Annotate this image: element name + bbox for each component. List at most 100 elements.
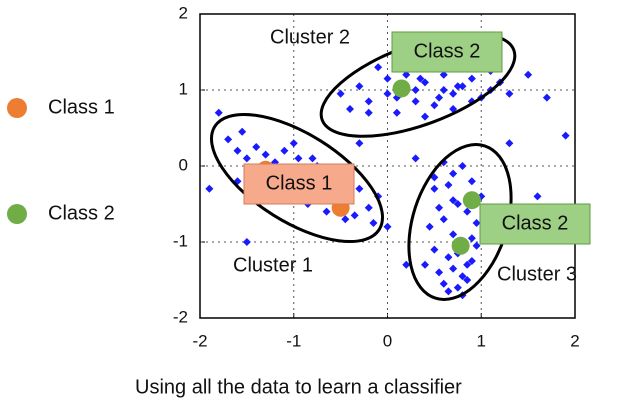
data-point: [341, 215, 350, 224]
data-point: [392, 108, 401, 117]
caption: Using all the data to learn a classifier: [135, 376, 462, 398]
data-point: [533, 192, 542, 201]
data-point: [346, 105, 354, 113]
data-point: [449, 169, 458, 178]
data-point: [421, 112, 429, 121]
data-point: [444, 181, 453, 189]
x-tick-label: -1: [286, 331, 301, 350]
data-point: [374, 63, 383, 72]
data-point: [322, 207, 331, 216]
data-point: [435, 203, 444, 212]
data-point: [421, 78, 429, 87]
data-point: [289, 139, 298, 148]
data-point: [472, 219, 481, 227]
axes: -2 -1 0 1 2 -2 -1 0 1 2: [173, 3, 580, 350]
data-point: [449, 196, 458, 205]
data-point: [467, 257, 476, 265]
data-point: [242, 238, 251, 246]
data-point: [444, 287, 453, 296]
class-box-label: Class 1: [266, 172, 333, 194]
data-point: [364, 203, 373, 212]
data-point: [280, 146, 289, 155]
data-point: [458, 82, 467, 91]
y-tick-label: 0: [179, 155, 188, 174]
data-point: [369, 219, 378, 227]
data-point: [439, 215, 448, 224]
class-box: [391, 31, 503, 73]
data-point: [463, 207, 472, 216]
data-point: [463, 260, 472, 269]
data-point: [294, 154, 303, 163]
y-tick-label: -1: [173, 231, 188, 250]
x-tick-label: 2: [570, 331, 579, 350]
data-point: [561, 131, 570, 140]
cluster-ellipse: [209, 112, 385, 244]
data-point: [430, 184, 439, 193]
x-tick-label: -2: [192, 331, 207, 350]
data-point: [350, 211, 359, 220]
data-point: [421, 260, 429, 269]
data-point: [430, 245, 439, 254]
data-point: [449, 230, 458, 239]
data-point: [261, 150, 270, 159]
plot-frame: [199, 13, 576, 319]
data-point: [453, 82, 462, 91]
data-point: [435, 93, 444, 102]
data-point: [444, 253, 453, 262]
x-tick-label: 0: [383, 331, 392, 350]
data-point: [467, 177, 476, 186]
legend-swatch: [7, 204, 27, 224]
y-tick-label: -2: [173, 307, 188, 326]
data-point: [402, 260, 411, 269]
data-point: [524, 70, 533, 79]
data-point: [435, 268, 444, 277]
data-point: [467, 234, 476, 243]
data-point: [233, 146, 242, 155]
cluster-label: Cluster 2: [270, 26, 350, 48]
data-point: [453, 200, 462, 208]
data-point: [439, 70, 448, 79]
data-point: [364, 108, 373, 117]
data-point: [355, 82, 364, 91]
data-point: [364, 97, 373, 106]
class-point: [462, 191, 481, 210]
data-point: [463, 276, 472, 284]
cluster-label: Cluster 1: [233, 254, 313, 276]
data-point: [458, 272, 467, 281]
data-point: [505, 139, 514, 148]
legend-label: Class 1: [48, 96, 115, 118]
data-point: [252, 143, 261, 151]
data-point: [355, 184, 364, 193]
data-point: [383, 222, 392, 231]
x-tick-label: 1: [477, 331, 486, 350]
data-point: [458, 162, 467, 170]
data-point: [472, 241, 481, 250]
y-tick-label: 2: [179, 3, 188, 22]
data-point: [383, 74, 392, 83]
class-box-label: Class 2: [414, 40, 481, 62]
data-point: [411, 86, 420, 94]
data-point: [205, 184, 214, 193]
data-point: [453, 283, 462, 292]
data-point: [439, 279, 448, 288]
data-point: [411, 97, 420, 106]
data-point: [336, 89, 345, 98]
data-point: [425, 222, 434, 231]
data-point: [416, 74, 425, 83]
data-point: [355, 139, 364, 148]
cluster-label: Cluster 3: [497, 263, 577, 285]
data-point: [439, 86, 448, 94]
class-box: [243, 163, 355, 205]
data-point: [238, 127, 247, 136]
data-point: [449, 105, 458, 113]
data-point: [402, 70, 411, 79]
data-point: [242, 154, 251, 163]
data-point: [430, 101, 439, 110]
legend-swatch: [7, 98, 27, 118]
annotation-layer: Class 1 Class 2 Cluster 2 Cluster 1 Cluster …: [7, 26, 591, 285]
data-point: [383, 89, 392, 98]
data-point: [505, 89, 514, 98]
data-point: [467, 74, 476, 83]
class-box: [479, 203, 591, 245]
